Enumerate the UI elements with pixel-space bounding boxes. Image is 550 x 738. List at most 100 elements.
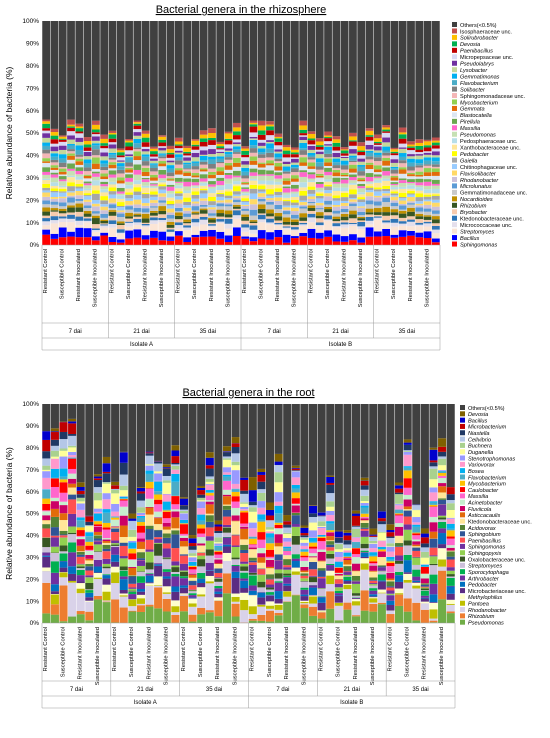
bar-segment-paenibacillus (171, 548, 180, 562)
bar-segment-bacillus (324, 230, 332, 237)
bar-segment-devosia (343, 530, 352, 533)
bar-segment-pantoea (50, 594, 59, 605)
bar-segment-sphingomonadaceae-unc- (249, 152, 258, 157)
bar-segment-bryobacter (216, 216, 225, 220)
bar-segment-gaiella (92, 193, 100, 201)
bar-segment-gemmatimonadaceae-unc- (116, 217, 125, 222)
bar-segment-buchnera (257, 492, 266, 501)
bar-segment-pedobacter (377, 580, 386, 582)
bar-segment-streptomyces (377, 571, 386, 575)
bar-segment-streptomyces (420, 590, 429, 591)
bar-segment-massilia (412, 535, 421, 540)
bar-segment-duganella (111, 493, 120, 504)
bar-segment-microbacterium (395, 488, 404, 493)
bar-segment-buchnera (93, 492, 102, 501)
bar-segment-chitinophagaceae-unc- (357, 202, 366, 207)
bar-segment-ktedonobacteraceae-unc- (407, 219, 415, 222)
bar-segment-flavisolibacter (307, 196, 316, 199)
bar-segment-isosphaeraceae-unc- (249, 120, 258, 123)
bar-segment-sphingomonas (83, 237, 92, 245)
bar-segment-bacillus (291, 236, 299, 239)
bar-segment-bosea (205, 490, 214, 493)
bar-segment-flavisolibacter (199, 198, 208, 201)
bar-segment-micropepsaceae-unc- (382, 132, 390, 138)
bar-segment-bacillus (334, 531, 343, 538)
bar-segment-rhodanobacter (373, 197, 382, 202)
bar-segment-gemmata (224, 165, 233, 170)
bar-segment-pirellula (158, 169, 167, 175)
bar-segment-sphingomonas (75, 237, 84, 245)
bar-segment-arthrobacter (68, 552, 77, 567)
bar-segment-solirubrobacter (50, 132, 59, 136)
bar-segment-others (377, 404, 386, 512)
bar-segment-sphingomonas (191, 237, 200, 245)
bar-segment-rhizobium (307, 207, 316, 211)
bar-segment-ktedonobacteraceae-unc- (100, 224, 109, 226)
bar-segment-microbacteriaceae-unc- (102, 578, 111, 585)
bar-segment-micropepsaceae-unc- (390, 155, 399, 160)
bar-segment-gaiella (232, 191, 241, 195)
bar-segment-micropepsaceae-unc- (232, 139, 241, 143)
bar-segment-variovorax (162, 494, 171, 502)
bar-segment-pseudolabrys (340, 156, 349, 159)
bar-segment-gemmata (266, 163, 274, 166)
bar-segment-gemmatimonadaceae-unc- (141, 212, 150, 214)
bar-segment-mycobacterium (291, 492, 300, 499)
bar-segment-pantoea (395, 593, 404, 595)
bar-segment-rhodanobacter (315, 205, 324, 209)
bar-segment-others (199, 21, 208, 131)
bar-segment-bryobacter (92, 224, 100, 229)
bar-segment-variovorax (154, 480, 163, 482)
bar-segment-stenotrophomonas (179, 513, 189, 520)
bar-segment-flavisolibacter (67, 192, 75, 196)
bar-segment-mycobacterium (216, 167, 225, 172)
bar-segment-sphingomonadaceae-unc- (324, 157, 332, 159)
bar-segment-solirubrobacter (249, 122, 258, 125)
bar-segment-oxalobacteraceae-unc- (42, 537, 51, 548)
bar-segment-rhodanobacter (334, 605, 343, 621)
bar-segment-ktedonobacteraceae-unc- (75, 216, 84, 221)
bar-segment-chitinophagaceae-unc- (340, 201, 349, 203)
bar-segment-asticcacaulis (300, 570, 309, 573)
y-tick-label: 90% (26, 41, 39, 48)
bar-segment-microbacteriaceae-unc- (205, 570, 214, 576)
bar-segment-bacillus (307, 228, 316, 238)
bar-segment-flavobacterium (75, 149, 84, 155)
legend-swatch (460, 423, 465, 429)
bar-segment-ktedonobacteraceae-unc- (59, 520, 68, 531)
bar-segment-devosia (429, 447, 438, 450)
bar-segment-rhodanobacter (42, 571, 51, 583)
bar-segment-solirubrobacter (58, 136, 67, 139)
bar-segment-bacillus (92, 236, 100, 241)
bar-segment-isosphaeraceae-unc- (42, 119, 51, 122)
bar-segment-sphingobium (222, 509, 232, 517)
bar-segment-stenotrophomonas (438, 470, 447, 471)
bar-segment-blastocatella (423, 176, 432, 180)
bar-segment-ktedonobacteraceae-unc- (166, 229, 175, 232)
legend-swatch (460, 474, 465, 480)
bar-segment-mycobacterium (274, 162, 283, 167)
bar-segment-devosia (179, 497, 189, 499)
bar-segment-micropepsaceae-unc- (282, 157, 291, 162)
bar-segment-variovorax (343, 550, 352, 553)
bar-segment-pseudomonas (133, 174, 142, 181)
bar-segment-pedobacter (116, 202, 125, 206)
bar-segment-pseudomonas (208, 186, 216, 189)
bar-segment-pantoea (446, 603, 455, 605)
bar-segment-microlunatus (133, 207, 142, 212)
bar-segment-others (257, 21, 266, 121)
bar-segment-micropepsaceae-unc- (108, 142, 117, 145)
bar-segment-pirellula (183, 178, 191, 182)
bar-segment-pseudomonas (59, 621, 68, 623)
bar-segment-solirubrobacter (307, 133, 316, 139)
bar-segment-sphingobium (265, 578, 275, 580)
bar-segment-pseudomonas (431, 185, 440, 189)
bar-segment-sphingopyxis (334, 587, 343, 591)
bar-segment-bacillus (240, 477, 249, 480)
bar-segment-flavisolibacter (349, 199, 357, 202)
bar-segment-gemmatimonas (83, 159, 92, 164)
bar-segment-nocardioides (232, 204, 241, 207)
bar-segment-nocardioides (415, 213, 424, 217)
bar-segment-others (75, 21, 84, 124)
bar-segment-bacillus (257, 472, 266, 475)
